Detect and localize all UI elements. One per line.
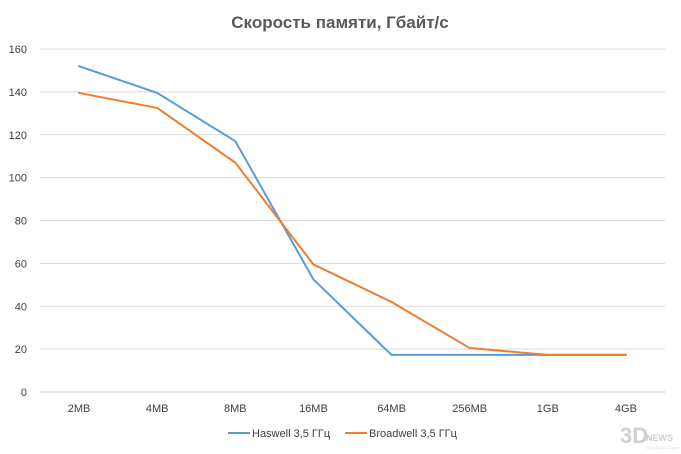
legend-label-0: Haswell 3,5 ГГц	[252, 428, 331, 440]
grid-lines	[40, 48, 665, 393]
y-tick-label: 80	[15, 216, 27, 228]
data-point	[312, 263, 315, 266]
y-tick-label: 0	[21, 387, 27, 399]
series-lines	[78, 65, 627, 356]
data-point	[390, 300, 393, 303]
y-axis-ticks: 0 20 40 60 80 100 120 140 160	[9, 44, 27, 399]
legend: Haswell 3,5 ГГц Broadwell 3,5 ГГц	[228, 428, 458, 440]
data-point	[468, 353, 471, 356]
x-tick-label: 1GB	[537, 403, 559, 415]
series-line-1	[78, 91, 626, 356]
watermark-tagline: Daily Digital Digest	[646, 445, 680, 450]
data-point	[234, 161, 237, 164]
data-point	[234, 140, 237, 143]
y-tick-label: 60	[15, 258, 27, 270]
data-point	[390, 353, 393, 356]
watermark-logo-main: 3D	[620, 423, 648, 448]
data-point	[156, 106, 159, 109]
y-tick-label: 100	[9, 173, 27, 185]
x-axis-ticks: 2MB 4MB 8MB 16MB 64MB 256MB 1GB 4GB	[68, 403, 637, 415]
watermark-logo-sub: NEWS	[646, 433, 673, 443]
data-point	[156, 91, 159, 94]
data-point	[468, 347, 471, 350]
data-point	[624, 353, 627, 356]
x-tick-label: 4MB	[146, 403, 169, 415]
x-tick-label: 4GB	[615, 403, 637, 415]
data-point	[78, 65, 81, 68]
x-tick-label: 256MB	[452, 403, 487, 415]
x-tick-label: 8MB	[224, 403, 247, 415]
x-tick-label: 64MB	[377, 403, 406, 415]
x-tick-label: 2MB	[68, 403, 91, 415]
legend-label-1: Broadwell 3,5 ГГц	[369, 428, 458, 440]
data-point	[312, 278, 315, 281]
chart-title: Скорость памяти, Гбайт/с	[231, 13, 448, 32]
y-tick-label: 20	[15, 344, 27, 356]
watermark-logo: 3D NEWS Daily Digital Digest	[620, 423, 680, 450]
y-tick-label: 140	[9, 87, 27, 99]
series-line-0	[78, 65, 626, 356]
y-tick-label: 40	[15, 301, 27, 313]
x-tick-label: 16MB	[299, 403, 328, 415]
y-tick-label: 120	[9, 130, 27, 142]
data-point	[78, 91, 81, 94]
data-point	[546, 353, 549, 356]
y-tick-label: 160	[9, 44, 27, 56]
